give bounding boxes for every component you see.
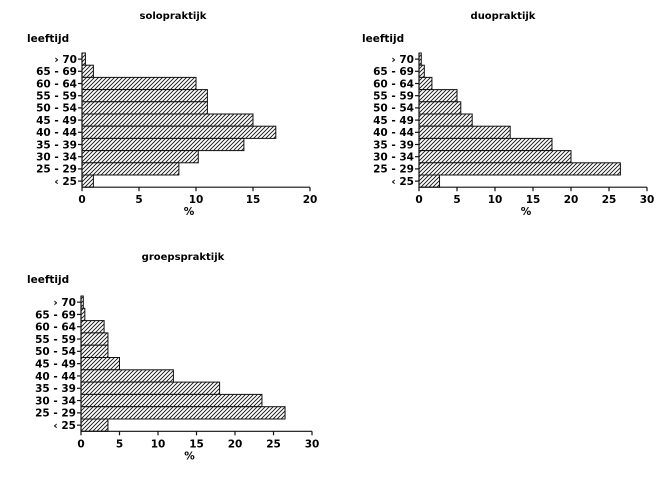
x-tick-label: 10 xyxy=(151,438,166,450)
bar xyxy=(81,76,197,91)
bar xyxy=(80,393,263,408)
category-label: 30 - 34 xyxy=(35,395,76,407)
category-label: 60 - 64 xyxy=(35,322,76,334)
x-tick-label: 30 xyxy=(305,438,320,450)
category-label: 65 - 69 xyxy=(36,66,77,78)
category-label: › 70 xyxy=(53,297,76,309)
x-axis-label: % xyxy=(184,206,195,218)
y-axis-label: leeftijd xyxy=(27,274,69,286)
category-label: 50 - 54 xyxy=(373,103,414,115)
bar xyxy=(418,174,441,188)
x-tick-label: 15 xyxy=(246,194,261,206)
bar xyxy=(418,113,473,127)
bar xyxy=(81,150,199,164)
bar xyxy=(81,174,94,188)
bar xyxy=(80,406,286,420)
bar xyxy=(418,137,553,152)
bar xyxy=(418,64,425,78)
x-tick-label: 5 xyxy=(116,438,123,450)
category-label: 25 - 29 xyxy=(36,164,77,176)
x-tick-label: 10 xyxy=(488,194,503,206)
x-tick-label: 25 xyxy=(266,438,281,450)
x-tick-label: 20 xyxy=(564,194,579,206)
x-tick-label: 0 xyxy=(415,194,422,206)
category-label: 25 - 29 xyxy=(35,408,76,420)
bar xyxy=(418,162,621,176)
bar xyxy=(80,344,109,359)
category-label: 65 - 69 xyxy=(35,309,76,321)
category-label: 40 - 44 xyxy=(373,127,414,139)
x-tick-label: 20 xyxy=(228,438,243,450)
category-label: 40 - 44 xyxy=(36,127,77,139)
category-label: › 70 xyxy=(54,54,77,66)
bar xyxy=(80,332,109,346)
x-tick-label: 5 xyxy=(453,194,460,206)
category-label: 50 - 54 xyxy=(35,346,76,358)
category-label: 45 - 49 xyxy=(36,115,77,127)
x-tick-label: 10 xyxy=(189,194,204,206)
category-label: ‹ 25 xyxy=(54,176,77,188)
bar xyxy=(80,381,221,395)
x-tick-label: 0 xyxy=(77,438,84,450)
bar xyxy=(80,418,109,432)
y-axis-label: leeftijd xyxy=(27,33,69,45)
category-label: 45 - 49 xyxy=(35,358,76,370)
bar xyxy=(80,369,174,383)
category-label: 35 - 39 xyxy=(36,139,77,151)
chart-title: groepspraktijk xyxy=(142,252,225,263)
category-label: 30 - 34 xyxy=(36,152,77,164)
bar xyxy=(80,357,120,371)
category-label: 40 - 44 xyxy=(35,371,76,383)
x-tick-label: 5 xyxy=(135,194,142,206)
chart-title: solopraktijk xyxy=(140,11,207,22)
category-label: 50 - 54 xyxy=(36,103,77,115)
bar xyxy=(80,320,105,334)
category-label: 35 - 39 xyxy=(35,383,76,395)
x-tick-label: 25 xyxy=(602,194,617,206)
category-label: ‹ 25 xyxy=(391,176,414,188)
x-axis-label: % xyxy=(184,450,195,462)
category-label: 55 - 59 xyxy=(35,334,76,346)
category-label: › 70 xyxy=(391,54,414,66)
category-label: 65 - 69 xyxy=(373,66,414,78)
category-label: 60 - 64 xyxy=(373,78,414,90)
x-tick-label: 0 xyxy=(78,194,85,206)
category-label: 35 - 39 xyxy=(373,139,414,151)
bar xyxy=(418,76,433,91)
bar xyxy=(418,150,572,164)
bar xyxy=(418,101,462,115)
category-label: 60 - 64 xyxy=(36,78,77,90)
x-tick-label: 20 xyxy=(303,194,318,206)
y-axis-label: leeftijd xyxy=(362,33,404,45)
bar xyxy=(418,125,511,139)
bar xyxy=(81,162,180,176)
bar xyxy=(81,125,277,139)
bar xyxy=(81,101,208,115)
bar xyxy=(81,64,94,78)
category-label: 55 - 59 xyxy=(36,91,77,103)
x-tick-label: 15 xyxy=(526,194,541,206)
bar xyxy=(81,113,254,127)
x-tick-label: 30 xyxy=(640,194,655,206)
category-label: 45 - 49 xyxy=(373,115,414,127)
chart-title: duopraktijk xyxy=(471,11,536,22)
category-label: ‹ 25 xyxy=(53,420,76,432)
bar xyxy=(418,89,458,103)
bar xyxy=(81,89,208,103)
x-axis-label: % xyxy=(521,206,532,218)
category-label: 55 - 59 xyxy=(373,91,414,103)
category-label: 25 - 29 xyxy=(373,164,414,176)
category-label: 30 - 34 xyxy=(373,152,414,164)
bar xyxy=(81,137,245,152)
x-tick-label: 15 xyxy=(189,438,204,450)
